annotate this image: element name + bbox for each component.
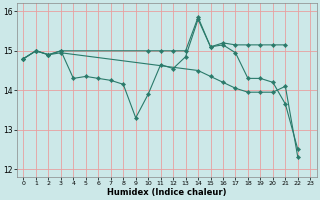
X-axis label: Humidex (Indice chaleur): Humidex (Indice chaleur) <box>107 188 227 197</box>
